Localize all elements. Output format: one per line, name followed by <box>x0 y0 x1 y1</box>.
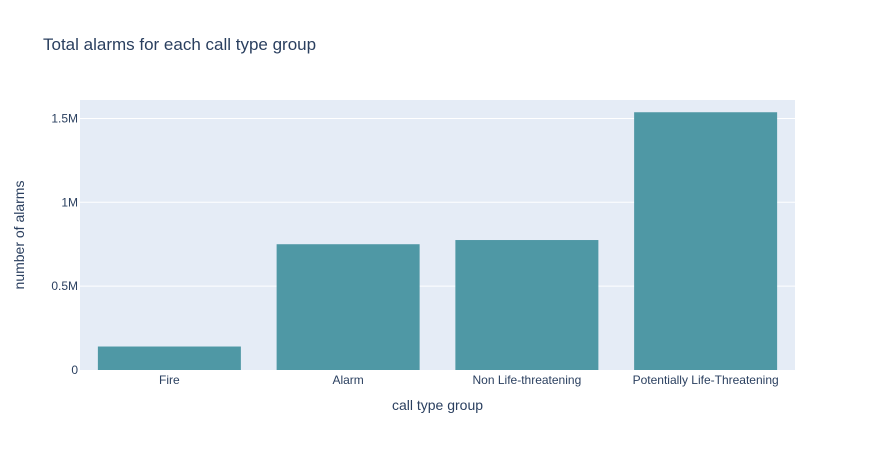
x-tick-label: Alarm <box>332 373 363 387</box>
bar[interactable] <box>634 112 778 370</box>
y-tick-label: 0 <box>71 363 78 377</box>
x-axis-ticks: Fire Alarm Non Life-threatening Potentially… <box>159 373 779 387</box>
bar[interactable] <box>455 240 599 370</box>
y-tick-label: 1.5M <box>51 111 78 125</box>
bars <box>97 112 778 370</box>
x-tick-label: Fire <box>159 373 180 387</box>
y-tick-label: 0.5M <box>51 279 78 293</box>
x-tick-label: Non Life-threatening <box>473 373 582 387</box>
y-axis-ticks: 0 0.5M 1M 1.5M <box>51 111 78 377</box>
bar[interactable] <box>97 346 241 370</box>
y-tick-label: 1M <box>61 195 78 209</box>
x-axis-title: call type group <box>392 397 483 413</box>
chart-title: Total alarms for each call type group <box>43 35 316 54</box>
y-axis-title: number of alarms <box>11 181 27 290</box>
bar[interactable] <box>276 244 420 370</box>
x-tick-label: Potentially Life-Threatening <box>633 373 779 387</box>
